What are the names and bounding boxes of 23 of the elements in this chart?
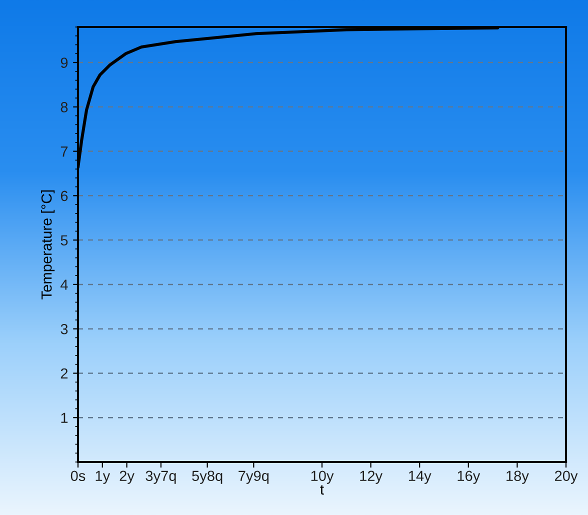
x-tick-label: 20y xyxy=(554,470,578,484)
y-tick-label: 1 xyxy=(61,412,68,423)
y-tick-label: 8 xyxy=(60,102,68,112)
x-tick-label: 7y9q xyxy=(238,470,269,484)
x-tick-label: 2y xyxy=(120,470,134,484)
x-tick-label: 18y xyxy=(506,470,529,484)
x-tick-label: 14y xyxy=(408,470,432,484)
x-tick-label: 12y xyxy=(360,470,383,484)
y-tick-label: 7 xyxy=(60,146,68,157)
x-axis-title: t xyxy=(320,485,324,495)
y-tick-label: 5 xyxy=(60,235,68,246)
y-tick-label: 3 xyxy=(60,324,68,334)
x-tick-label: 10y xyxy=(311,470,334,484)
x-tick-label: 5y8q xyxy=(192,470,222,484)
y-tick-label: 4 xyxy=(60,280,68,290)
y-axis-title: Temperature [°C] xyxy=(41,190,55,300)
x-tick-label: 1y xyxy=(96,470,110,484)
y-tick-label: 2 xyxy=(60,368,68,379)
y-tick-label: 9 xyxy=(60,58,68,68)
x-tick-label: 16y xyxy=(458,470,480,484)
x-tick-label: 3y7q xyxy=(146,470,176,484)
x-tick-label: 0s xyxy=(70,470,86,482)
y-tick-label: 6 xyxy=(60,190,68,202)
